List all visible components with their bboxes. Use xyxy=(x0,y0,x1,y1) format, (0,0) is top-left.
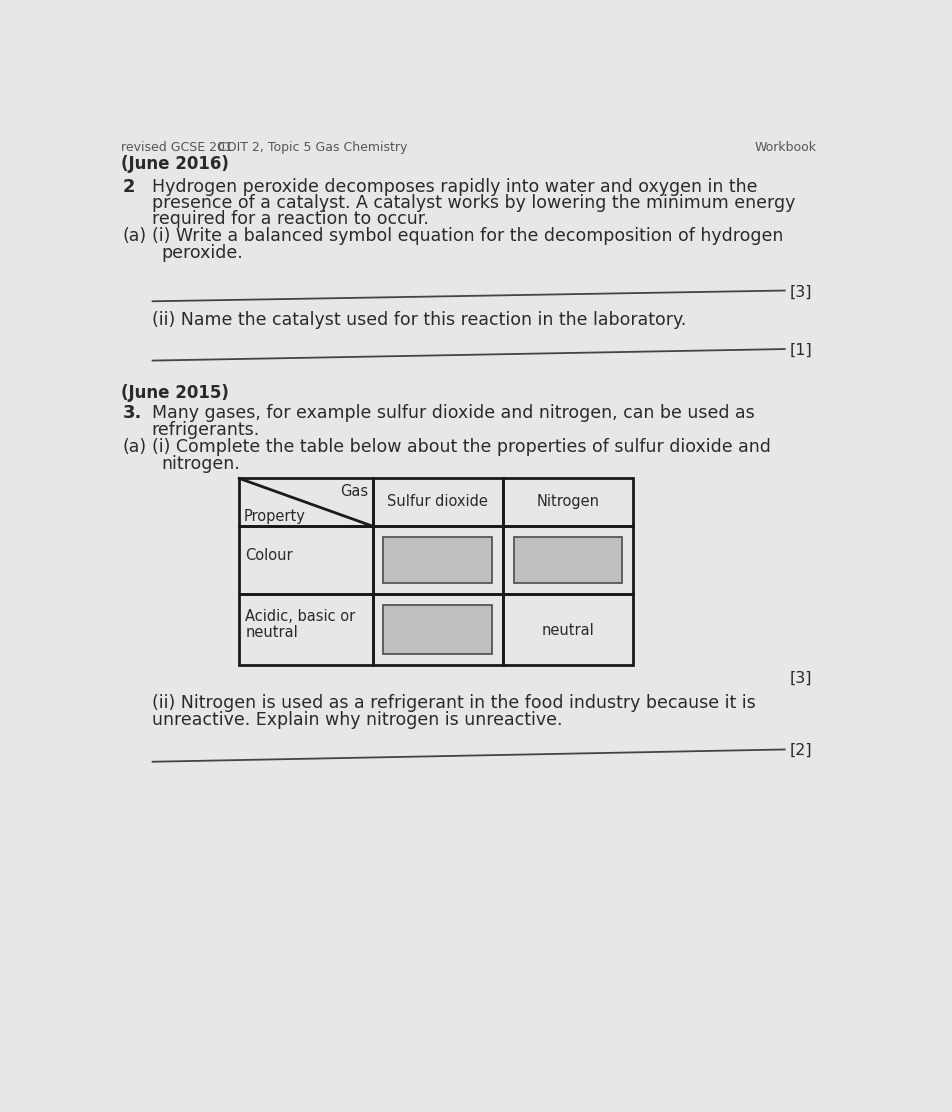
Bar xyxy=(383,537,491,583)
Bar xyxy=(239,594,372,665)
Bar xyxy=(383,605,491,654)
Text: Colour: Colour xyxy=(246,548,293,563)
Bar xyxy=(372,478,503,526)
Text: Nitrogen: Nitrogen xyxy=(536,494,599,509)
Text: (June 2016): (June 2016) xyxy=(121,155,228,173)
Bar xyxy=(372,526,503,594)
Text: Hydrogen peroxide decomposes rapidly into water and oxygen in the: Hydrogen peroxide decomposes rapidly int… xyxy=(151,178,757,196)
Text: unreactive. Explain why nitrogen is unreactive.: unreactive. Explain why nitrogen is unre… xyxy=(151,711,562,729)
Text: (i) Write a balanced symbol equation for the decomposition of hydrogen: (i) Write a balanced symbol equation for… xyxy=(151,227,783,246)
Text: (a): (a) xyxy=(123,438,147,456)
Text: Property: Property xyxy=(244,509,306,524)
Text: (ii) Name the catalyst used for this reaction in the laboratory.: (ii) Name the catalyst used for this rea… xyxy=(151,310,685,328)
Text: Sulfur dioxide: Sulfur dioxide xyxy=(387,494,487,509)
Text: Acidic, basic or: Acidic, basic or xyxy=(246,609,355,624)
Text: refrigerants.: refrigerants. xyxy=(151,421,260,439)
Text: required for a reaction to occur.: required for a reaction to occur. xyxy=(151,210,428,228)
Text: COIT 2, Topic 5 Gas Chemistry: COIT 2, Topic 5 Gas Chemistry xyxy=(218,141,407,155)
Text: 3.: 3. xyxy=(123,405,142,423)
Text: Many gases, for example sulfur dioxide and nitrogen, can be used as: Many gases, for example sulfur dioxide a… xyxy=(151,405,754,423)
Text: peroxide.: peroxide. xyxy=(162,245,244,262)
Bar xyxy=(239,478,372,526)
Bar xyxy=(372,594,503,665)
Text: (June 2015): (June 2015) xyxy=(121,384,228,401)
Text: Gas: Gas xyxy=(340,484,367,499)
Bar xyxy=(239,526,372,594)
Bar xyxy=(503,526,632,594)
Text: nitrogen.: nitrogen. xyxy=(162,455,240,474)
Bar xyxy=(503,594,632,665)
Bar xyxy=(513,537,622,583)
Text: revised GCSE 201: revised GCSE 201 xyxy=(121,141,232,155)
Bar xyxy=(503,478,632,526)
Text: (a): (a) xyxy=(123,227,147,246)
Text: [3]: [3] xyxy=(788,285,811,299)
Text: (ii) Nitrogen is used as a refrigerant in the food industry because it is: (ii) Nitrogen is used as a refrigerant i… xyxy=(151,694,755,712)
Text: [3]: [3] xyxy=(788,671,811,686)
Text: [1]: [1] xyxy=(788,342,811,358)
Text: neutral: neutral xyxy=(246,625,298,639)
Text: 2: 2 xyxy=(123,178,135,196)
Text: (i) Complete the table below about the properties of sulfur dioxide and: (i) Complete the table below about the p… xyxy=(151,438,770,456)
Text: presence of a catalyst. A catalyst works by lowering the minimum energy: presence of a catalyst. A catalyst works… xyxy=(151,195,794,212)
Text: Workbook: Workbook xyxy=(754,141,816,155)
Text: neutral: neutral xyxy=(541,623,594,638)
Text: [2]: [2] xyxy=(788,743,811,758)
